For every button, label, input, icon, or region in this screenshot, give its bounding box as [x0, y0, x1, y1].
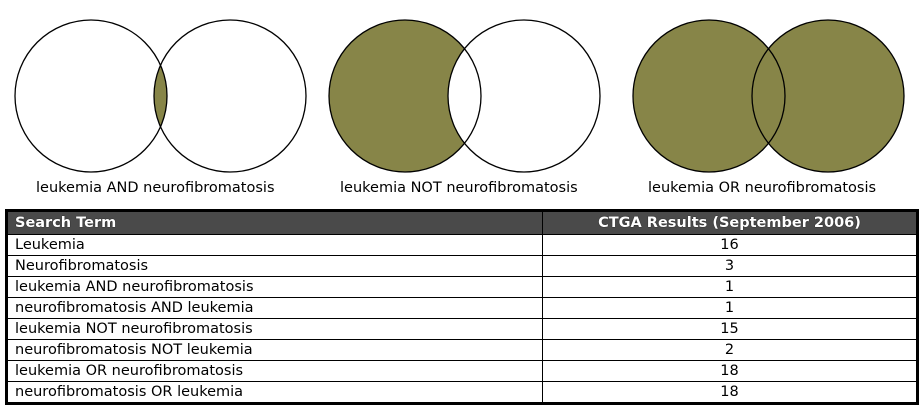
cell-search-term: Leukemia — [6, 234, 543, 256]
cell-search-term: neurofibromatosis OR leukemia — [6, 381, 543, 404]
cell-result-count: 2 — [542, 339, 918, 361]
venn-and-intersection — [154, 20, 167, 172]
venn-diagrams-svg — [14, 19, 905, 173]
venn-not-neurofibromatosis-circle — [447, 19, 601, 173]
cell-result-count: 15 — [542, 318, 918, 340]
header-ctga-results: CTGA Results (September 2006) — [542, 210, 918, 235]
venn-or-leukemia-fill — [633, 20, 785, 172]
venn-or-caption: leukemia OR neurofibromatosis — [648, 180, 877, 196]
table-body: Leukemia 16 Neurofibromatosis 3 leukemia AND… — [6, 234, 918, 404]
cell-result-count: 16 — [542, 234, 918, 256]
table-row: leukemia AND neurofibromatosis 1 — [6, 276, 918, 298]
cell-result-count: 18 — [542, 360, 918, 382]
cell-result-count: 3 — [542, 255, 918, 277]
venn-and-leukemia-circle — [14, 19, 168, 173]
cell-search-term: Neurofibromatosis — [6, 255, 543, 277]
cell-search-term: leukemia AND neurofibromatosis — [6, 276, 543, 298]
venn-or-neurofibromatosis-fill — [752, 20, 904, 172]
cell-result-count: 1 — [542, 276, 918, 298]
venn-and-caption: leukemia AND neurofibromatosis — [36, 180, 275, 196]
table-row: neurofibromatosis AND leukemia 1 — [6, 297, 918, 319]
cell-search-term: leukemia OR neurofibromatosis — [6, 360, 543, 382]
table-row: leukemia NOT neurofibromatosis 15 — [6, 318, 918, 340]
cell-result-count: 18 — [542, 381, 918, 404]
venn-diagrams: leukemia AND neurofibromatosis leukemia … — [0, 0, 921, 205]
table-row: Neurofibromatosis 3 — [6, 255, 918, 277]
venn-and-diagram — [14, 19, 307, 173]
venn-not-caption: leukemia NOT neurofibromatosis — [340, 180, 578, 196]
venn-or-diagram — [632, 19, 905, 173]
venn-not-region — [329, 20, 481, 172]
venn-or-leukemia-circle — [632, 19, 786, 173]
venn-or-neurofibromatosis-circle — [751, 19, 905, 173]
cell-result-count: 1 — [542, 297, 918, 319]
table-header-row: Search Term CTGA Results (September 2006… — [6, 210, 918, 235]
table-row: Leukemia 16 — [6, 234, 918, 256]
table-row: leukemia OR neurofibromatosis 18 — [6, 360, 918, 382]
venn-and-neurofibromatosis-circle — [153, 19, 307, 173]
venn-not-leukemia-circle — [328, 19, 482, 173]
table-row: neurofibromatosis OR leukemia 18 — [6, 381, 918, 404]
venn-not-diagram — [328, 19, 601, 173]
cell-search-term: neurofibromatosis AND leukemia — [6, 297, 543, 319]
header-search-term: Search Term — [6, 210, 543, 235]
cell-search-term: neurofibromatosis NOT leukemia — [6, 339, 543, 361]
table-row: neurofibromatosis NOT leukemia 2 — [6, 339, 918, 361]
cell-search-term: leukemia NOT neurofibromatosis — [6, 318, 543, 340]
results-table: Search Term CTGA Results (September 2006… — [5, 209, 919, 405]
